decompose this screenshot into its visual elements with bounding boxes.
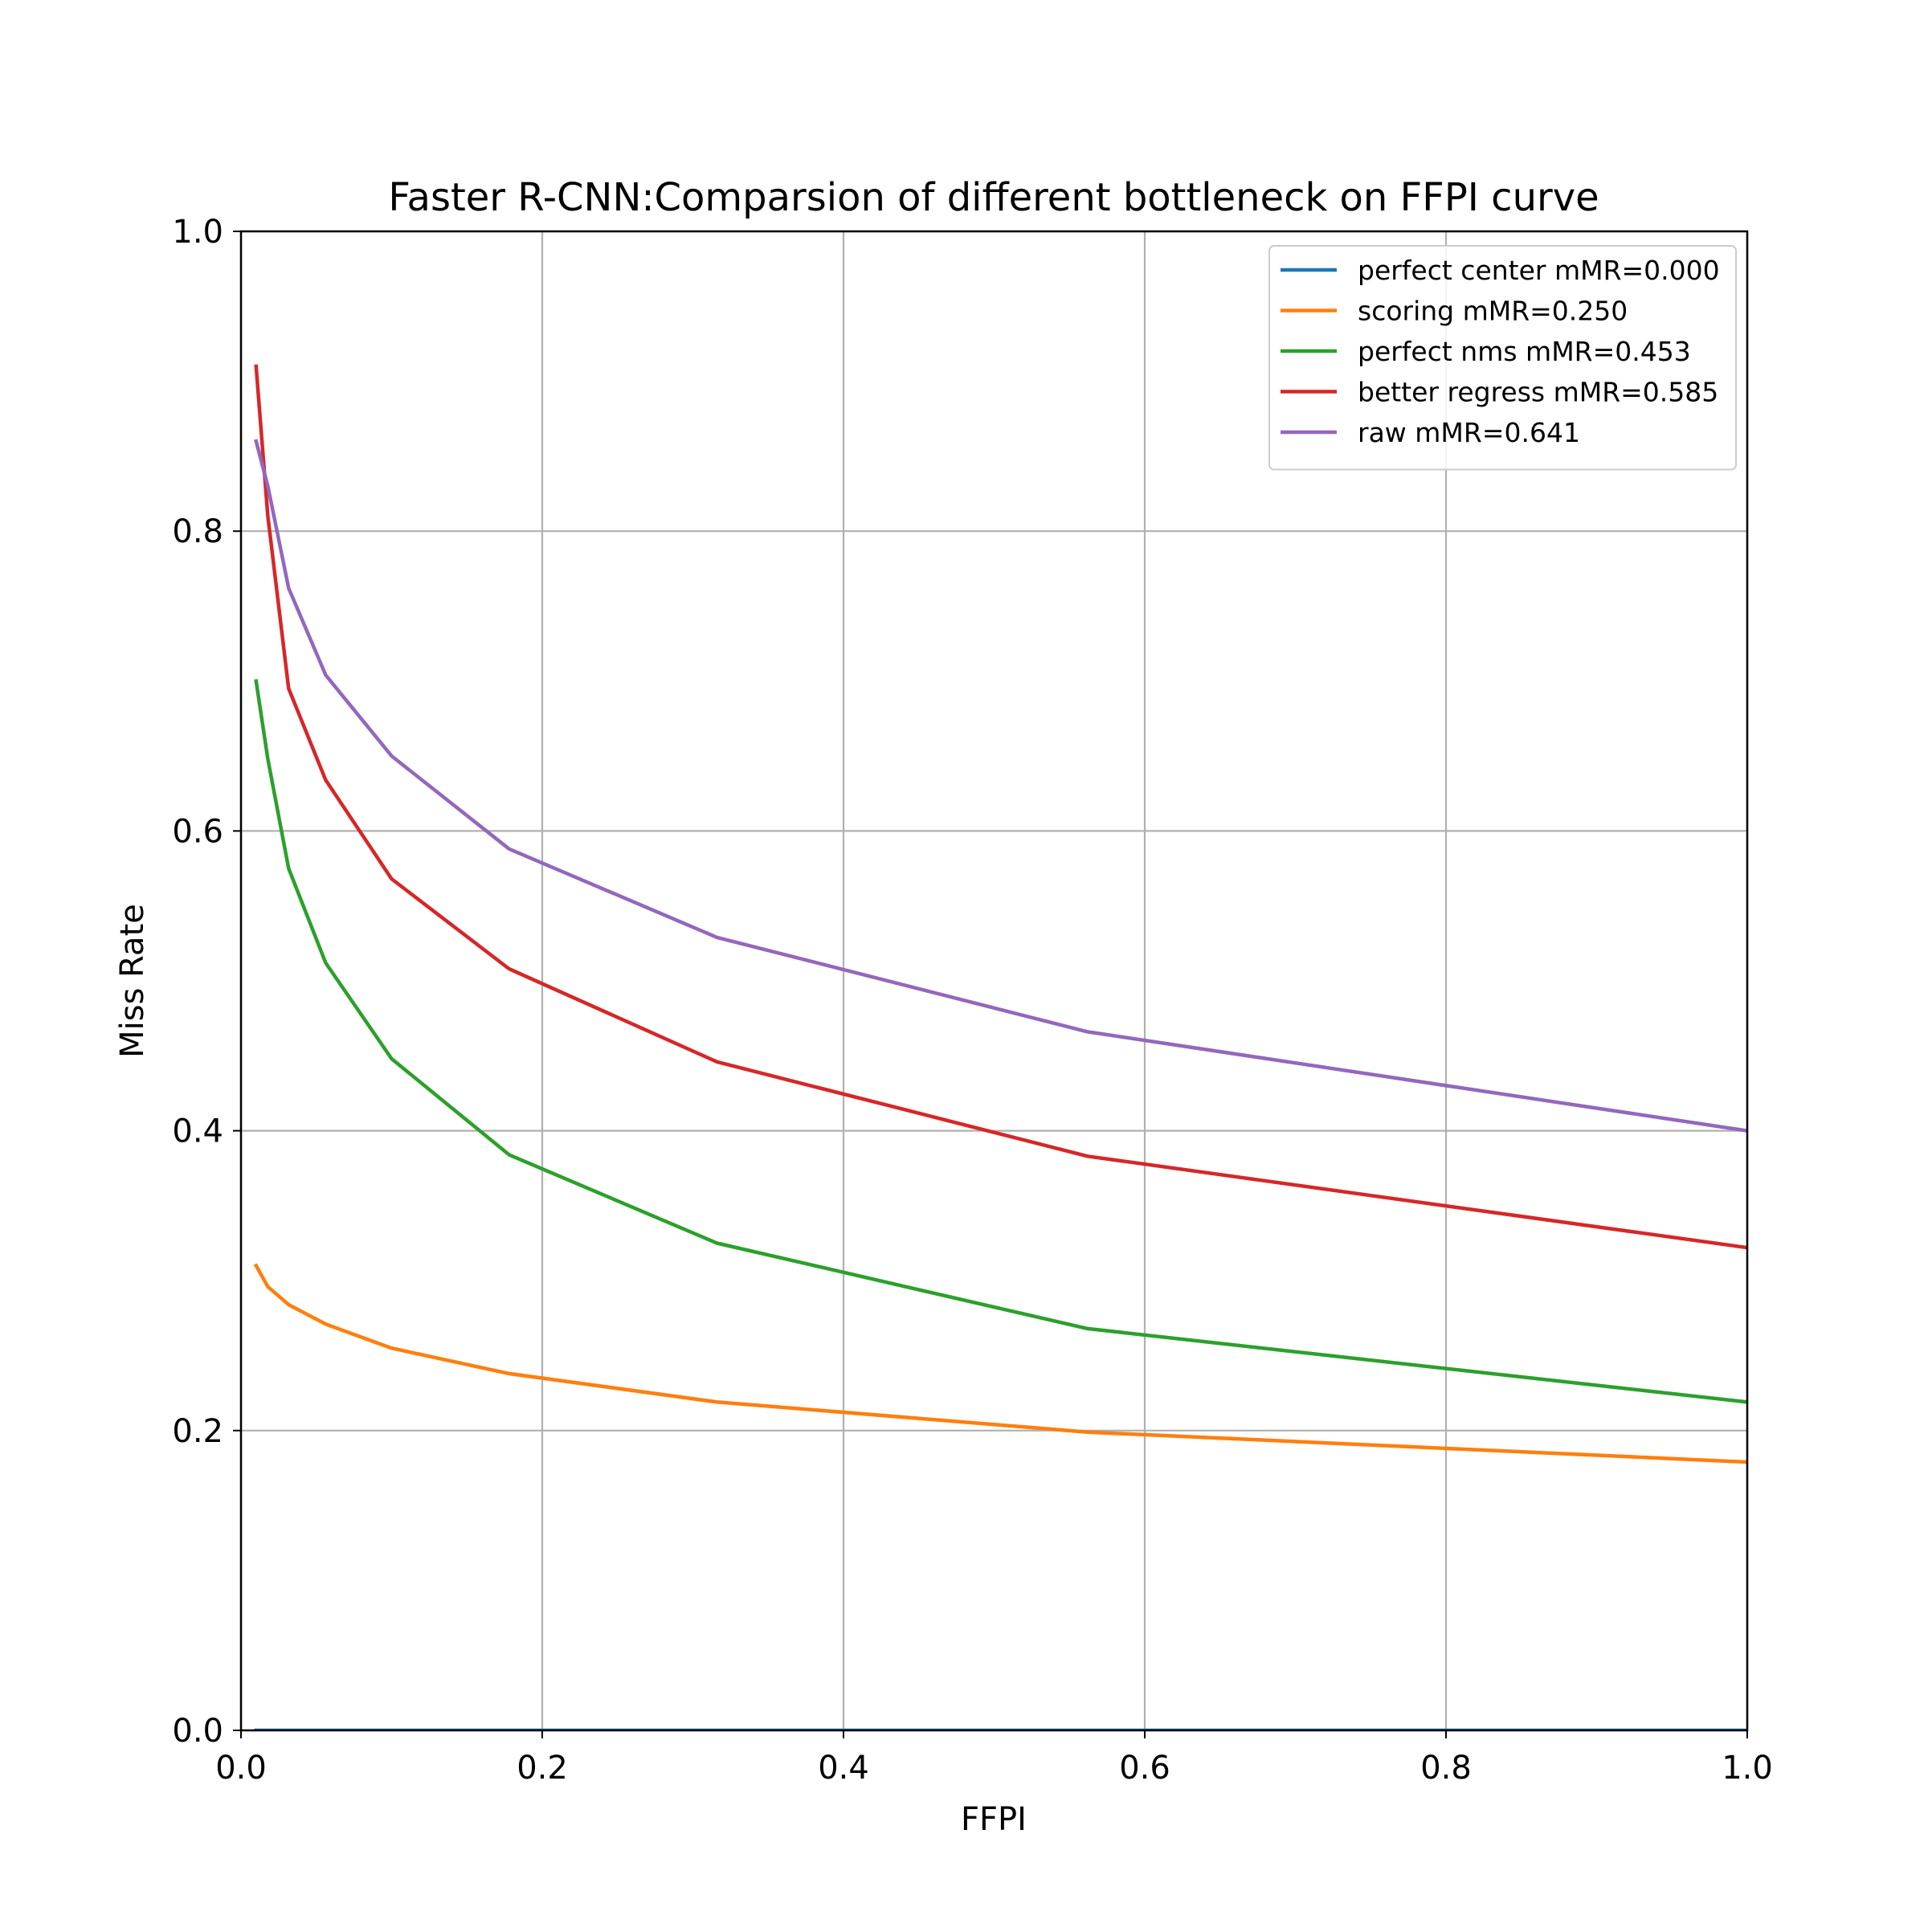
legend-label: raw mMR=0.641 [1358,417,1580,448]
x-tick-label: 1.0 [1722,1750,1773,1787]
legend-label: perfect center mMR=0.000 [1358,255,1720,286]
x-tick-label: 0.0 [215,1750,267,1787]
legend-label: scoring mMR=0.250 [1358,296,1628,327]
legend-box [1268,245,1737,471]
series-line-5 [254,439,1747,1133]
legend-label: perfect nms mMR=0.453 [1358,336,1691,367]
x-axis-label: FFPI [961,1801,1027,1838]
x-tick-label: 0.6 [1119,1750,1170,1787]
y-axis-label: Miss Rate [114,904,151,1058]
x-tick-label: 0.8 [1420,1750,1472,1787]
axes-frame [239,230,1749,1732]
x-tick-label: 0.2 [517,1750,568,1787]
y-tick-label: 0.4 [172,1113,223,1150]
x-tick-label: 0.4 [818,1750,869,1787]
ticks: 0.0 0.2 0.4 0.6 0.8 1.0 0.0 0.2 0.4 0.6 0.8 1.0 [172,214,1772,1787]
legend: perfect center mMR=0.000 scoring mMR=0.25… [1268,245,1737,471]
y-tick-label: 0.0 [172,1713,223,1750]
legend-label: better regress mMR=0.585 [1358,377,1718,408]
y-tick-label: 1.0 [172,214,223,251]
y-tick-label: 0.8 [172,513,223,550]
series-line-2 [253,1263,1747,1464]
series-line-3 [254,679,1747,1404]
y-tick-label: 0.2 [172,1413,223,1450]
plot-lines [253,364,1747,1730]
y-tick-label: 0.6 [172,813,223,850]
chart-title: Faster R-CNN:Comparsion of different bot… [388,175,1599,220]
series-line-4 [254,364,1747,1250]
grid [239,230,1749,1732]
